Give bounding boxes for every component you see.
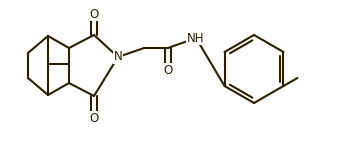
Text: NH: NH bbox=[187, 31, 205, 45]
Text: O: O bbox=[163, 64, 173, 77]
Text: N: N bbox=[114, 50, 122, 64]
Text: O: O bbox=[89, 8, 99, 20]
Text: O: O bbox=[89, 112, 99, 125]
